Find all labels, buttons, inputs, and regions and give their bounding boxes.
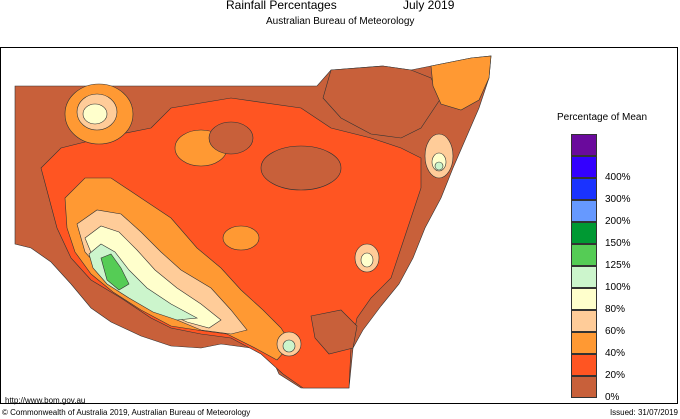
map-subtitle: Australian Bureau of Meteorology (266, 16, 415, 27)
region-central-dark-1 (260, 145, 342, 191)
legend-swatch (571, 288, 597, 310)
legend-swatch (571, 156, 597, 178)
region-central-orange-1 (222, 225, 260, 251)
legend-label: 0% (605, 392, 620, 403)
legend-swatch (571, 266, 597, 288)
map-frame: Percentage of Mean 400% 300% 200% 150% 125% 1… (0, 47, 678, 405)
legend-label: 300% (605, 194, 631, 205)
legend-title: Percentage of Mean (557, 112, 648, 123)
issued-date: Issued: 31/07/2019 (609, 408, 678, 417)
region-ne-dark (322, 65, 442, 139)
legend-label: 400% (605, 172, 631, 183)
legend-label: 40% (605, 348, 626, 359)
legend-label: 20% (605, 370, 626, 381)
legend-swatch (571, 354, 597, 376)
region-central-dark-2 (208, 121, 254, 155)
footer: © Commonwealth of Australia 2019, Austra… (0, 405, 680, 419)
legend-swatch (571, 332, 597, 354)
legend-label: 80% (605, 304, 626, 315)
legend-swatch (571, 376, 597, 398)
map-title: Rainfall Percentages (226, 0, 337, 12)
legend-label: 150% (605, 238, 631, 249)
region-midcoast-cream (360, 252, 374, 268)
legend-swatch (571, 222, 597, 244)
region-125pct (100, 253, 130, 291)
legend-swatch (571, 244, 597, 266)
region-ne-coast-mint (434, 161, 444, 171)
legend-swatch (571, 178, 597, 200)
region-ne-tip (430, 55, 492, 111)
region-se-mint (282, 339, 296, 353)
legend-label: 125% (605, 260, 631, 271)
legend-label: 60% (605, 326, 626, 337)
title-row: Rainfall Percentages July 2019 Australia… (0, 0, 680, 27)
legend-swatch (571, 134, 597, 156)
legend-label: 200% (605, 216, 631, 227)
region-nw-blob-inner (82, 103, 108, 125)
copyright-text: © Commonwealth of Australia 2019, Austra… (2, 408, 251, 417)
region-se-dark (310, 309, 358, 355)
map-period: July 2019 (403, 0, 455, 12)
url-text: http://www.bom.gov.au (5, 396, 86, 405)
legend-label: 100% (605, 282, 631, 293)
legend-swatch (571, 200, 597, 222)
legend-swatch (571, 310, 597, 332)
rainfall-map (14, 55, 492, 389)
